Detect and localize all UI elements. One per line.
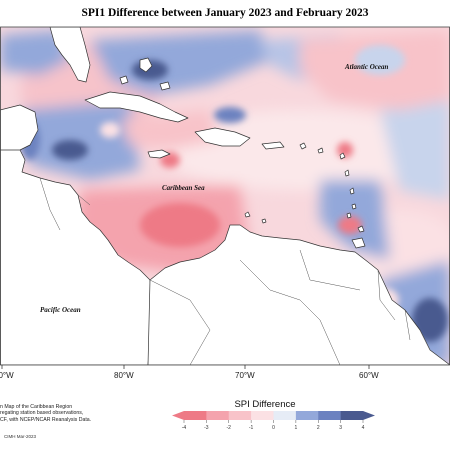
footer-cimh: CIMH Mar-2023 xyxy=(4,434,37,439)
yucatan xyxy=(0,104,39,151)
colorbar-tick-label: 1 xyxy=(294,425,298,431)
colorbar-segment xyxy=(295,411,319,420)
colorbar-tick-label: -3 xyxy=(204,425,209,431)
country-borders xyxy=(39,177,431,365)
florida xyxy=(49,27,91,83)
label-caribbean: Caribbean Sea xyxy=(162,184,205,192)
credits-line-3: CF, with NCEP/NCAR Reanalysis Data. xyxy=(0,416,92,423)
label-atlantic: Atlantic Ocean xyxy=(345,63,389,71)
colorbar-segment xyxy=(184,411,207,420)
colorbar-arrow-right xyxy=(363,411,375,420)
colorbar-tick-label: -2 xyxy=(226,425,231,431)
cuba xyxy=(84,91,189,123)
lon-label-2: 70°W xyxy=(235,371,255,380)
colorbar-tick-label: 2 xyxy=(316,425,320,431)
puerto-rico xyxy=(261,141,285,150)
colorbar-tick-label: 0 xyxy=(272,425,275,431)
label-pacific: Pacific Ocean xyxy=(40,306,81,314)
lon-label-0: 80°W xyxy=(0,371,14,380)
colorbar-segment xyxy=(340,411,364,420)
credits-line-1: n Map of the Caribbean Region xyxy=(0,404,73,410)
colorbar-tick-label: -4 xyxy=(181,425,187,431)
colorbar-segment xyxy=(206,411,230,420)
colorbar-tick-label: 4 xyxy=(361,425,365,431)
bahamas xyxy=(119,57,171,91)
colorbar-tick-label: 3 xyxy=(339,425,343,431)
anomaly-field xyxy=(0,30,450,365)
legend-title: SPI Difference xyxy=(234,399,296,410)
lon-label-1: 80°W xyxy=(114,371,134,380)
trinidad xyxy=(351,237,366,249)
lon-label-3: 60°W xyxy=(359,371,379,380)
colorbar-segment xyxy=(318,411,341,420)
colorbar-segment xyxy=(251,411,274,420)
colorbar-arrow-left xyxy=(172,411,184,420)
jamaica xyxy=(147,149,171,159)
map-title: SPI1 Difference between January 2023 and… xyxy=(81,7,369,19)
hispaniola xyxy=(194,127,251,147)
colorbar-tick-label: -1 xyxy=(248,425,254,431)
land xyxy=(0,27,450,365)
lesser-antilles xyxy=(244,142,365,233)
credits: n Map of the Caribbean Region regating s… xyxy=(0,404,140,423)
map-frame xyxy=(0,27,450,365)
colorbar-segment xyxy=(228,411,252,420)
lon-ticks xyxy=(1,365,370,369)
anomaly-cores xyxy=(20,45,448,342)
colorbar-segment xyxy=(273,411,297,420)
colorbar xyxy=(172,411,375,423)
credits-line-2: regating station based observations, xyxy=(0,410,84,417)
